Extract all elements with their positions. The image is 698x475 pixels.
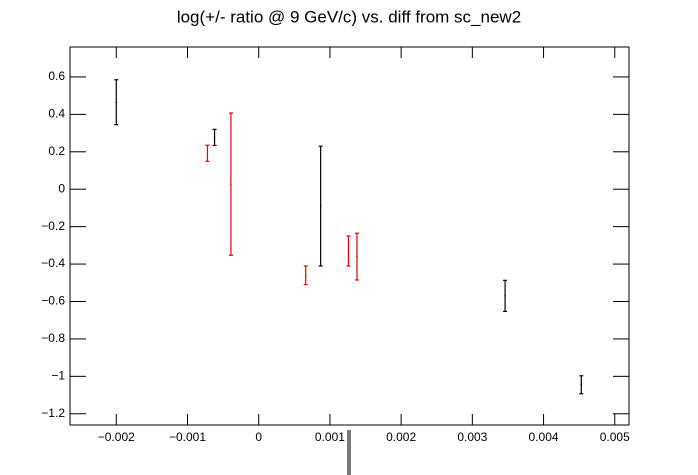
y-tick-label: 0.6 bbox=[48, 69, 65, 83]
point bbox=[213, 136, 216, 139]
x-tick-label: 0.002 bbox=[386, 430, 416, 444]
x-tick-label: 0.003 bbox=[457, 430, 487, 444]
x-tick-label: 0.005 bbox=[600, 430, 630, 444]
chart-title: log(+/- ratio @ 9 GeV/c) vs. diff from s… bbox=[177, 7, 521, 26]
point bbox=[115, 101, 118, 104]
point bbox=[356, 255, 358, 258]
point bbox=[206, 152, 209, 155]
point bbox=[319, 205, 322, 207]
cursor-bar bbox=[347, 430, 351, 475]
y-tick-label: 0.2 bbox=[48, 144, 65, 158]
point bbox=[580, 383, 583, 386]
x-tick-label: −0.001 bbox=[169, 430, 206, 444]
plot-frame bbox=[69, 46, 630, 426]
point bbox=[304, 274, 307, 277]
x-tick-label: 0 bbox=[255, 430, 262, 444]
x-tick-label: 0.001 bbox=[315, 430, 345, 444]
y-tick-label: −1.2 bbox=[41, 406, 65, 420]
x-tick-label: −0.002 bbox=[98, 430, 135, 444]
y-tick-label: −0.6 bbox=[41, 294, 65, 308]
y-tick-label: −1 bbox=[51, 369, 65, 383]
y-tick-label: −0.2 bbox=[41, 219, 65, 233]
point bbox=[230, 183, 232, 185]
y-tick-label: 0.4 bbox=[48, 107, 65, 121]
point bbox=[347, 250, 350, 252]
y-tick-label: 0 bbox=[58, 181, 65, 195]
y-tick-label: −0.8 bbox=[41, 331, 65, 345]
point bbox=[504, 295, 506, 297]
y-tick-label: −0.4 bbox=[41, 256, 65, 270]
x-tick-label: 0.004 bbox=[529, 430, 559, 444]
